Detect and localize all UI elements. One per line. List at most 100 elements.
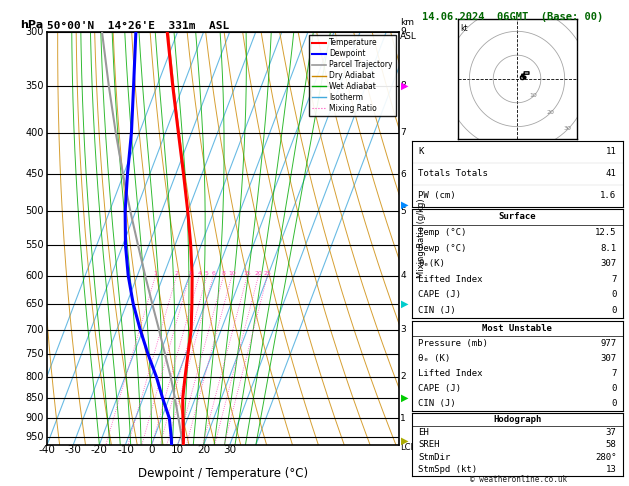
Text: 8.1: 8.1 [600, 243, 616, 253]
Text: Hodograph: Hodograph [493, 415, 542, 424]
Text: 0: 0 [611, 383, 616, 393]
Text: 30: 30 [223, 445, 237, 455]
Text: SREH: SREH [418, 440, 440, 449]
Text: 11: 11 [606, 147, 616, 156]
Text: StmSpd (kt): StmSpd (kt) [418, 466, 477, 474]
Text: θₑ (K): θₑ (K) [418, 354, 450, 363]
Text: 307: 307 [600, 259, 616, 268]
Text: 30: 30 [563, 126, 571, 132]
Text: CIN (J): CIN (J) [418, 306, 456, 315]
Text: CAPE (J): CAPE (J) [418, 383, 461, 393]
Text: 58: 58 [606, 440, 616, 449]
Text: 14.06.2024  06GMT  (Base: 00): 14.06.2024 06GMT (Base: 00) [422, 12, 603, 22]
Text: ▶: ▶ [401, 81, 409, 91]
Text: 500: 500 [25, 207, 43, 216]
Text: 600: 600 [25, 271, 43, 280]
Text: ▶: ▶ [401, 393, 409, 403]
Text: 6: 6 [400, 170, 406, 179]
Text: 10: 10 [228, 271, 236, 276]
Text: 4: 4 [400, 271, 406, 280]
Text: km: km [400, 18, 414, 27]
Text: CAPE (J): CAPE (J) [418, 291, 461, 299]
Text: 950: 950 [25, 433, 43, 442]
Text: 1: 1 [153, 271, 157, 276]
Text: Temp (°C): Temp (°C) [418, 228, 467, 237]
Text: Lifted Index: Lifted Index [418, 369, 483, 378]
Text: Most Unstable: Most Unstable [482, 324, 552, 333]
Text: 350: 350 [25, 81, 43, 91]
Text: 25: 25 [264, 271, 271, 276]
Text: ASL: ASL [400, 33, 417, 41]
Text: 10: 10 [171, 445, 184, 455]
Text: ▶: ▶ [401, 436, 409, 446]
Text: 6: 6 [211, 271, 215, 276]
Text: Dewp (°C): Dewp (°C) [418, 243, 467, 253]
Text: 20: 20 [255, 271, 262, 276]
Text: 7: 7 [400, 128, 406, 138]
Text: CIN (J): CIN (J) [418, 399, 456, 408]
Text: 9: 9 [400, 27, 406, 36]
Text: 977: 977 [600, 339, 616, 348]
Text: 37: 37 [606, 428, 616, 436]
Text: 400: 400 [25, 128, 43, 138]
Text: 0: 0 [611, 306, 616, 315]
Text: Totals Totals: Totals Totals [418, 169, 488, 178]
Text: © weatheronline.co.uk: © weatheronline.co.uk [470, 474, 567, 484]
Text: 2: 2 [400, 372, 406, 382]
Text: 800: 800 [25, 372, 43, 382]
Text: 0: 0 [611, 291, 616, 299]
Text: 450: 450 [25, 169, 43, 179]
Text: 750: 750 [25, 349, 43, 359]
Text: kt: kt [460, 24, 467, 33]
Text: 650: 650 [25, 299, 43, 309]
Text: 0: 0 [148, 445, 155, 455]
Text: 41: 41 [606, 169, 616, 178]
Text: K: K [418, 147, 424, 156]
Text: -10: -10 [117, 445, 134, 455]
Text: Dewpoint / Temperature (°C): Dewpoint / Temperature (°C) [138, 468, 308, 480]
Text: 13: 13 [606, 466, 616, 474]
Text: 850: 850 [25, 393, 43, 403]
Text: LCL: LCL [400, 443, 415, 451]
Text: 7: 7 [611, 369, 616, 378]
Text: 1: 1 [400, 414, 406, 423]
Text: Surface: Surface [499, 212, 536, 221]
Text: 20: 20 [197, 445, 210, 455]
Text: Pressure (mb): Pressure (mb) [418, 339, 488, 348]
Text: 900: 900 [25, 413, 43, 423]
Text: 2: 2 [175, 271, 179, 276]
Text: 10: 10 [530, 93, 538, 98]
Text: θₑ(K): θₑ(K) [418, 259, 445, 268]
Text: -20: -20 [91, 445, 108, 455]
Text: Mixing Ratio (g/kg): Mixing Ratio (g/kg) [417, 198, 426, 278]
Text: 0: 0 [611, 399, 616, 408]
Text: ▶: ▶ [401, 199, 409, 209]
Text: Lifted Index: Lifted Index [418, 275, 483, 284]
Text: 300: 300 [25, 27, 43, 36]
Text: 280°: 280° [595, 453, 616, 462]
Text: 700: 700 [25, 325, 43, 335]
Text: hPa: hPa [20, 19, 43, 30]
Text: 5: 5 [400, 207, 406, 216]
Text: 8: 8 [221, 271, 226, 276]
Text: 307: 307 [600, 354, 616, 363]
Text: EH: EH [418, 428, 429, 436]
Text: -40: -40 [39, 445, 55, 455]
Text: 15: 15 [243, 271, 251, 276]
Text: 4: 4 [198, 271, 201, 276]
Text: 1.6: 1.6 [600, 191, 616, 200]
Text: 3: 3 [187, 271, 192, 276]
Text: PW (cm): PW (cm) [418, 191, 456, 200]
Legend: Temperature, Dewpoint, Parcel Trajectory, Dry Adiabat, Wet Adiabat, Isotherm, Mi: Temperature, Dewpoint, Parcel Trajectory… [309, 35, 396, 116]
Text: -30: -30 [65, 445, 82, 455]
Text: 5: 5 [205, 271, 209, 276]
Text: 50°00'N  14°26'E  331m  ASL: 50°00'N 14°26'E 331m ASL [47, 21, 230, 31]
Text: StmDir: StmDir [418, 453, 450, 462]
Text: 3: 3 [400, 325, 406, 334]
Text: 20: 20 [547, 110, 554, 115]
Text: 550: 550 [25, 240, 43, 250]
Text: 12.5: 12.5 [595, 228, 616, 237]
Text: 8: 8 [400, 81, 406, 90]
Text: ▶: ▶ [401, 299, 409, 309]
Text: 7: 7 [611, 275, 616, 284]
